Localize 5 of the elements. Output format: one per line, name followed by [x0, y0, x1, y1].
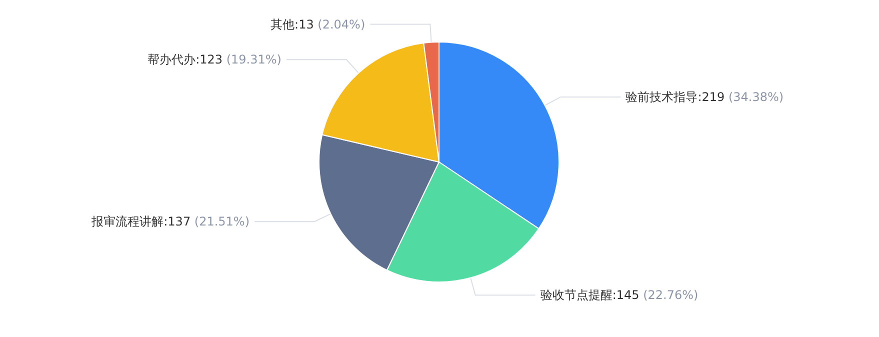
slice-label: 报审流程讲解:137 (21.51%): [90, 214, 250, 229]
slice-label: 验收节点提醒:145 (22.76%): [540, 288, 698, 302]
slice-label: 其他:13 (2.04%): [270, 17, 366, 32]
slice-label: 帮办代办:123 (19.31%): [148, 52, 282, 67]
slice-label: 验前技术指导:219 (34.38%): [626, 90, 784, 104]
